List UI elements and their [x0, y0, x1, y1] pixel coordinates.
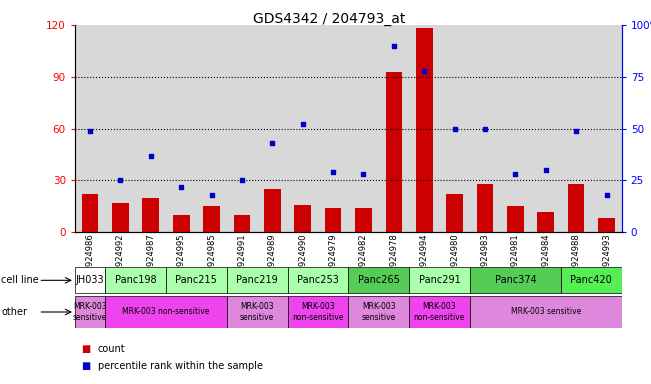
Point: [146, 152, 156, 159]
Bar: [135, 25, 166, 232]
Bar: [409, 25, 439, 232]
FancyBboxPatch shape: [348, 296, 409, 328]
Bar: [82, 194, 98, 232]
Point: [540, 167, 551, 173]
FancyBboxPatch shape: [105, 296, 227, 328]
FancyBboxPatch shape: [227, 296, 288, 328]
FancyBboxPatch shape: [227, 267, 288, 293]
Point: [85, 127, 95, 134]
FancyBboxPatch shape: [75, 267, 105, 293]
Point: [237, 177, 247, 184]
Point: [115, 177, 126, 184]
Bar: [379, 25, 409, 232]
Bar: [348, 25, 379, 232]
FancyBboxPatch shape: [288, 296, 348, 328]
Point: [480, 126, 490, 132]
Bar: [568, 184, 585, 232]
Bar: [318, 25, 348, 232]
Text: Panc374: Panc374: [495, 275, 536, 285]
Text: count: count: [98, 344, 125, 354]
Bar: [416, 28, 432, 232]
Text: ■: ■: [81, 361, 90, 371]
Bar: [531, 25, 561, 232]
Text: Panc198: Panc198: [115, 275, 156, 285]
Text: MRK-003
sensitive: MRK-003 sensitive: [73, 302, 107, 322]
Bar: [75, 25, 105, 232]
Bar: [227, 25, 257, 232]
FancyBboxPatch shape: [470, 296, 622, 328]
Bar: [598, 218, 615, 232]
Bar: [477, 184, 493, 232]
Text: MRK-003 non-sensitive: MRK-003 non-sensitive: [122, 308, 210, 316]
Bar: [500, 25, 531, 232]
FancyBboxPatch shape: [561, 267, 622, 293]
Bar: [203, 207, 220, 232]
Bar: [537, 212, 554, 232]
FancyBboxPatch shape: [75, 296, 105, 328]
Text: percentile rank within the sample: percentile rank within the sample: [98, 361, 262, 371]
Text: Panc215: Panc215: [176, 275, 217, 285]
Text: MRK-003
sensitive: MRK-003 sensitive: [240, 302, 274, 322]
Bar: [197, 25, 227, 232]
Bar: [288, 25, 318, 232]
Text: Panc219: Panc219: [236, 275, 278, 285]
Bar: [234, 215, 250, 232]
Text: MRK-003
non-sensitive: MRK-003 non-sensitive: [414, 302, 465, 322]
Text: Panc253: Panc253: [297, 275, 339, 285]
Bar: [257, 25, 288, 232]
Bar: [264, 189, 281, 232]
FancyBboxPatch shape: [348, 267, 409, 293]
Point: [449, 126, 460, 132]
Point: [358, 171, 368, 177]
Bar: [294, 205, 311, 232]
Bar: [439, 25, 470, 232]
Bar: [112, 203, 129, 232]
Point: [176, 184, 186, 190]
Point: [206, 192, 217, 198]
Text: other: other: [1, 307, 27, 317]
FancyBboxPatch shape: [409, 267, 470, 293]
Point: [571, 127, 581, 134]
Point: [602, 192, 612, 198]
Bar: [325, 208, 341, 232]
Point: [267, 140, 277, 146]
Bar: [173, 215, 189, 232]
Bar: [470, 25, 500, 232]
Text: Panc265: Panc265: [358, 275, 400, 285]
Text: Panc291: Panc291: [419, 275, 460, 285]
Bar: [143, 198, 159, 232]
Bar: [561, 25, 591, 232]
Bar: [355, 208, 372, 232]
Bar: [446, 194, 463, 232]
Point: [510, 171, 521, 177]
Text: ■: ■: [81, 344, 90, 354]
Bar: [591, 25, 622, 232]
Point: [389, 43, 399, 49]
Bar: [166, 25, 197, 232]
Text: MRK-003
non-sensitive: MRK-003 non-sensitive: [292, 302, 344, 322]
Text: Panc420: Panc420: [570, 275, 612, 285]
Bar: [105, 25, 135, 232]
FancyBboxPatch shape: [470, 267, 561, 293]
Text: GDS4342 / 204793_at: GDS4342 / 204793_at: [253, 12, 405, 25]
Bar: [507, 207, 523, 232]
Point: [419, 68, 430, 74]
FancyBboxPatch shape: [288, 267, 348, 293]
Text: cell line: cell line: [1, 275, 39, 285]
FancyBboxPatch shape: [166, 267, 227, 293]
Point: [328, 169, 339, 175]
Bar: [385, 71, 402, 232]
Text: JH033: JH033: [76, 275, 104, 285]
FancyBboxPatch shape: [409, 296, 470, 328]
Text: MRK-003
sensitive: MRK-003 sensitive: [361, 302, 396, 322]
Point: [298, 121, 308, 127]
FancyBboxPatch shape: [105, 267, 166, 293]
Text: MRK-003 sensitive: MRK-003 sensitive: [510, 308, 581, 316]
